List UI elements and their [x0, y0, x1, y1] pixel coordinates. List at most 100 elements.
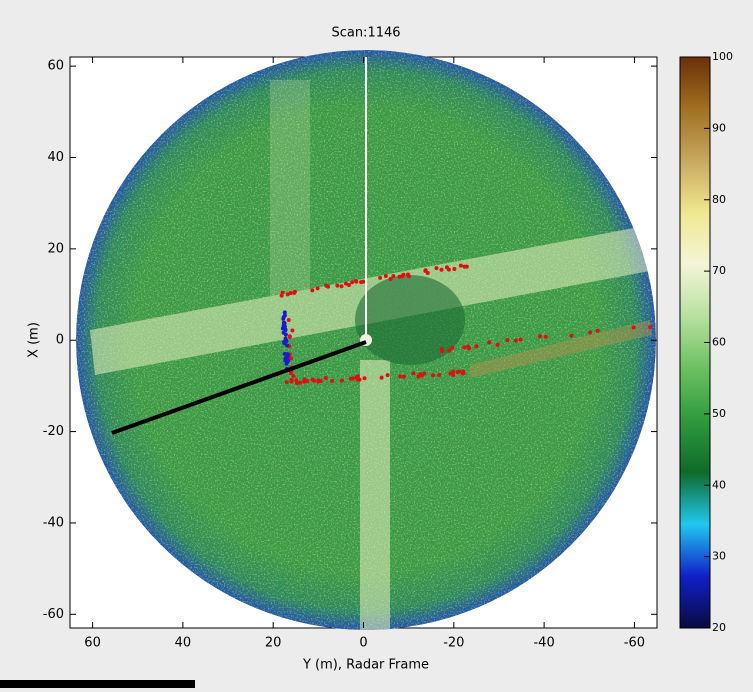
- detection: [451, 369, 456, 374]
- detection: [379, 375, 384, 380]
- detection: [378, 275, 383, 280]
- detection: [398, 374, 403, 379]
- detection: [543, 334, 548, 339]
- detection: [425, 270, 430, 275]
- x-tick-label: 60: [84, 636, 101, 651]
- colorbar-tick-label: 90: [712, 121, 726, 134]
- detection: [452, 266, 457, 271]
- detection: [291, 373, 296, 378]
- detection: [315, 286, 320, 291]
- detection: [298, 380, 303, 385]
- detection: [391, 274, 396, 279]
- detection: [431, 373, 436, 378]
- detection: [385, 373, 390, 378]
- detection: [462, 264, 467, 269]
- detection: [284, 361, 289, 366]
- detection: [286, 318, 291, 323]
- detection: [569, 333, 574, 338]
- beam-line: [111, 340, 367, 435]
- colorbar-ticks: 20 30 40 50 60 70 80 90 100: [704, 50, 733, 634]
- detection: [316, 378, 321, 383]
- detection: [439, 267, 444, 272]
- detection: [283, 328, 288, 333]
- detection: [648, 325, 653, 330]
- detection: [326, 284, 331, 289]
- x-tick-label: 20: [265, 636, 282, 651]
- detection: [284, 380, 289, 385]
- detection: [279, 293, 284, 298]
- x-tick-label: -60: [624, 636, 645, 651]
- detection: [439, 346, 444, 351]
- x-tick-label: 40: [175, 636, 192, 651]
- detection: [346, 282, 351, 287]
- colorbar-tick-label: 50: [712, 407, 726, 420]
- detection: [419, 373, 424, 378]
- detection: [518, 337, 523, 342]
- detection: [330, 378, 335, 383]
- detection: [474, 344, 479, 349]
- x-tick-label: -20: [443, 636, 464, 651]
- detection: [285, 343, 290, 348]
- detection: [343, 281, 348, 286]
- detection: [466, 344, 471, 349]
- y-tick-label: 60: [47, 59, 64, 74]
- detection: [458, 263, 463, 268]
- detection: [457, 369, 462, 374]
- detection: [355, 375, 360, 380]
- y-tick-label: 0: [56, 333, 64, 348]
- detection: [487, 340, 492, 345]
- detection: [448, 371, 453, 376]
- detection: [282, 313, 287, 318]
- y-tick-label: -40: [43, 515, 64, 530]
- detections: [279, 263, 653, 386]
- colorbar-tick-label: 60: [712, 336, 726, 349]
- detection: [285, 353, 290, 358]
- detection: [495, 342, 500, 347]
- detection: [282, 324, 287, 329]
- detection: [388, 276, 393, 281]
- detection: [281, 316, 286, 321]
- detection: [282, 341, 287, 346]
- detection: [447, 348, 452, 353]
- chart-title: Scan:1146: [331, 26, 400, 41]
- detection: [302, 377, 307, 382]
- colorbar-tick-label: 100: [712, 50, 733, 63]
- y-tick-label: -20: [43, 424, 64, 439]
- detection: [400, 274, 405, 279]
- x-tick-label: -40: [533, 636, 554, 651]
- x-axis-label: Y (m), Radar Frame: [302, 658, 429, 673]
- detection: [292, 289, 297, 294]
- detection: [416, 374, 421, 379]
- detection: [339, 378, 344, 383]
- y-tick-label: 20: [47, 241, 64, 256]
- detection: [283, 332, 288, 337]
- detection: [339, 284, 344, 289]
- colorbar-tick-label: 70: [712, 264, 726, 277]
- detection: [294, 381, 299, 386]
- detection: [406, 272, 411, 277]
- detection: [444, 265, 449, 270]
- detection: [349, 376, 354, 381]
- detection: [289, 379, 294, 384]
- detection: [434, 266, 439, 271]
- colorbar-tick-label: 30: [712, 550, 726, 563]
- detection: [287, 334, 292, 339]
- detection: [290, 328, 295, 333]
- colorbar-tick-label: 40: [712, 478, 726, 491]
- x-tick-label: 0: [359, 636, 367, 651]
- detection: [354, 279, 359, 284]
- detection: [288, 371, 293, 376]
- y-tick-label: 40: [47, 150, 64, 165]
- detection: [462, 345, 467, 350]
- y-tick-label: -60: [43, 607, 64, 622]
- detection: [281, 320, 286, 325]
- detection: [505, 338, 510, 343]
- detection: [312, 378, 317, 383]
- detection: [537, 334, 542, 339]
- detection: [335, 283, 340, 288]
- colorbar-tick-label: 80: [712, 193, 726, 206]
- detection: [631, 325, 636, 330]
- detection: [283, 356, 288, 361]
- detection: [588, 330, 593, 335]
- detection: [288, 291, 293, 296]
